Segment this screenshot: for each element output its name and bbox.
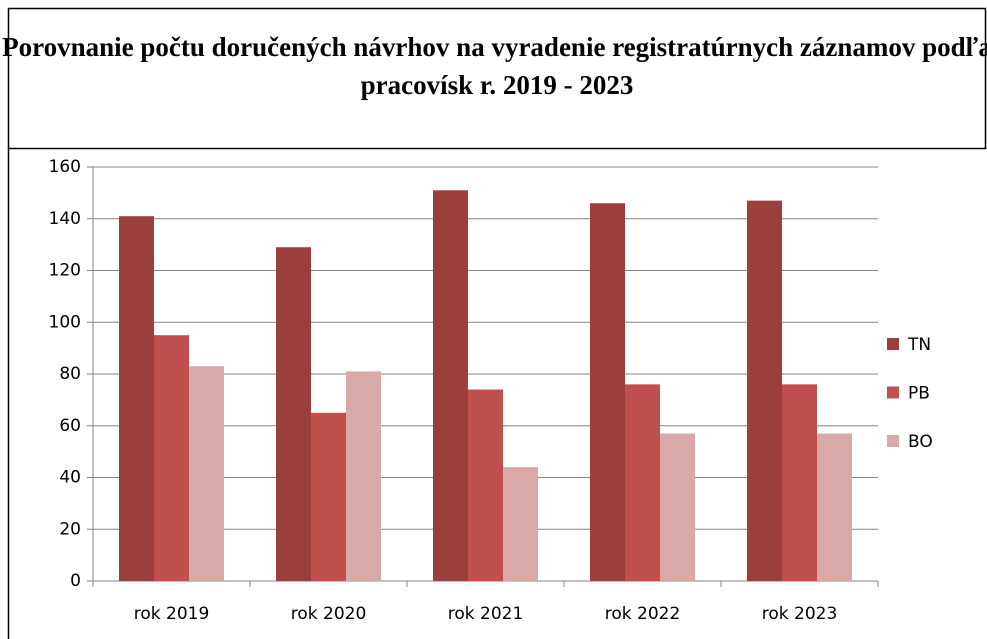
legend-label: BO: [908, 432, 933, 452]
y-tick-label: 120: [49, 261, 81, 281]
x-tick-label: rok 2021: [448, 604, 524, 624]
x-tick-label: rok 2023: [762, 604, 838, 624]
x-tick-label: rok 2022: [605, 604, 681, 624]
y-tick-label: 0: [70, 571, 81, 591]
y-tick-label: 140: [49, 209, 81, 229]
bar: [276, 247, 311, 581]
y-tick-label: 160: [49, 157, 81, 177]
y-tick-label: 60: [59, 416, 81, 436]
bar: [782, 384, 817, 581]
legend-swatch: [887, 435, 899, 447]
bar: [154, 335, 189, 581]
x-tick-label: rok 2020: [291, 604, 367, 624]
legend-label: PB: [908, 384, 930, 404]
bar: [817, 433, 852, 581]
legend-swatch: [887, 338, 899, 350]
bar: [468, 389, 503, 581]
legend-swatch: [887, 386, 899, 399]
bar: [189, 366, 224, 581]
x-tick-label: rok 2019: [134, 604, 210, 624]
bar: [503, 467, 538, 581]
bar: [311, 412, 346, 581]
title-box: [7, 7, 987, 150]
y-tick-label: 20: [59, 519, 81, 539]
bar: [660, 433, 695, 581]
bar: [433, 190, 468, 581]
chart-title: Porovnanie počtu doručených návrhov na v…: [2, 32, 987, 100]
y-tick-label: 100: [49, 312, 81, 332]
y-tick-label: 80: [59, 364, 81, 384]
legend-label: TN: [907, 335, 931, 355]
bar: [119, 216, 154, 581]
bar: [590, 203, 625, 581]
bar: [625, 384, 660, 581]
bar: [346, 371, 381, 581]
y-tick-label: 40: [59, 468, 81, 488]
bar: [747, 200, 782, 581]
